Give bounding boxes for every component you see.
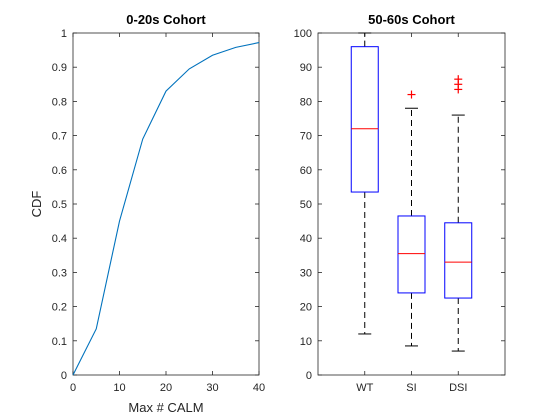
cdf-y-tick-label: 0 <box>61 370 67 382</box>
cdf-panel-title: 0-20s Cohort <box>126 12 206 27</box>
cdf-y-tick-label: 0.3 <box>52 267 67 279</box>
boxplot-y-tick-label: 80 <box>300 96 312 108</box>
boxplot-y-tick-label: 10 <box>300 336 312 348</box>
cdf-y-tick-label: 0.1 <box>52 336 67 348</box>
boxplot-panel-title: 50-60s Cohort <box>368 12 455 27</box>
cdf-x-tick-label: 20 <box>160 382 172 394</box>
boxplot-y-tick-label: 90 <box>300 62 312 74</box>
boxplot-y-tick-label: 0 <box>306 370 312 382</box>
cdf-plot-area <box>73 33 259 375</box>
boxplot-x-tick-label: SI <box>406 382 416 394</box>
boxplot-y-tick-label: 100 <box>294 28 312 40</box>
cdf-y-tick-label: 0.6 <box>52 165 67 177</box>
cdf-y-tick-label: 0.5 <box>52 199 67 211</box>
cdf-y-axis-label: CDF <box>29 191 44 218</box>
cdf-y-tick-label: 0.7 <box>52 131 67 143</box>
cdf-x-tick-label: 10 <box>113 382 125 394</box>
boxplot-y-tick-label: 60 <box>300 165 312 177</box>
boxplot-y-tick-label: 40 <box>300 233 312 245</box>
cdf-y-tick-label: 0.4 <box>52 233 67 245</box>
cdf-panel: 0-20s Cohort 0 10 20 30 40 0 0.1 0.2 0.3 0.4 0.5 0.… <box>29 12 265 415</box>
boxplot-panel: 50-60s Cohort 0 10 20 30 40 50 60 70 80 90 100 WT SI… <box>294 12 505 394</box>
cdf-y-tick-label: 0.8 <box>52 96 67 108</box>
cdf-y-tick-label: 0.2 <box>52 302 67 314</box>
cdf-x-tick-label: 0 <box>70 382 76 394</box>
cdf-y-tick-label: 1 <box>61 28 67 40</box>
boxplot-x-tick-label: DSI <box>449 382 467 394</box>
cdf-x-axis-label: Max # CALM <box>128 400 203 415</box>
cdf-x-tick-label: 30 <box>206 382 218 394</box>
boxplot-x-tick-label: WT <box>356 382 373 394</box>
boxplot-y-tick-label: 50 <box>300 199 312 211</box>
cdf-y-tick-label: 0.9 <box>52 62 67 74</box>
boxplot-y-tick-label: 70 <box>300 131 312 143</box>
boxplot-y-tick-label: 30 <box>300 267 312 279</box>
cdf-x-tick-label: 40 <box>253 382 265 394</box>
boxplot-y-tick-label: 20 <box>300 302 312 314</box>
